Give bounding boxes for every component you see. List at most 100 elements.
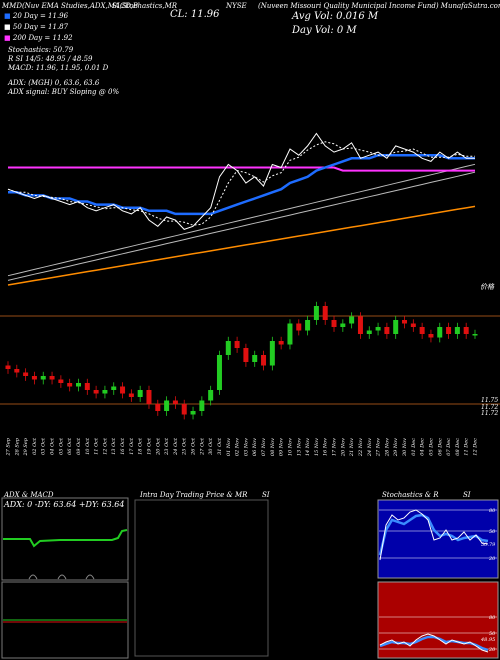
x-date-label: 07 Dec	[446, 438, 452, 456]
x-date-label: 30 Oct	[208, 437, 214, 455]
candle-body	[93, 390, 99, 394]
x-date-label: 15 Nov	[314, 438, 320, 456]
candle-body	[155, 404, 161, 411]
candle-body	[419, 327, 425, 334]
candle-body	[375, 327, 381, 331]
x-date-label: 03 Oct	[41, 437, 47, 455]
x-date-label: 01 Dec	[411, 438, 417, 456]
candle-body	[349, 316, 355, 324]
price-average-line	[7, 141, 475, 226]
stoch-level-80: 80	[489, 508, 496, 514]
adx-line	[3, 529, 128, 548]
candle-body	[58, 379, 64, 383]
x-date-label: 12 Oct	[102, 437, 108, 455]
x-date-label: 12 Dec	[473, 438, 479, 456]
x-date-label: 02 Oct	[32, 437, 38, 455]
candle-body	[199, 400, 205, 411]
price-level-2: 11.72	[481, 404, 499, 411]
x-date-label: 13 Oct	[111, 437, 117, 455]
x-date-label: 08 Dec	[455, 438, 461, 456]
stoch-readout: 50.79	[481, 542, 496, 548]
candle-body	[313, 306, 319, 320]
intraday-panel	[134, 499, 269, 657]
x-date-label: 10 Nov	[287, 438, 293, 456]
candle-body	[23, 372, 29, 376]
exchange-label: NYSE	[226, 2, 247, 10]
x-date-label: 09 Nov	[279, 438, 285, 456]
candle-body	[278, 341, 284, 345]
candle-body	[216, 355, 222, 390]
x-date-label: 06 Nov	[252, 438, 258, 456]
x-date-label: 27 Sep	[6, 437, 12, 456]
studies-label: SI,Stochastics,MR	[112, 2, 178, 10]
x-date-label: 11 Dec	[464, 438, 470, 456]
candle-body	[128, 393, 134, 397]
x-date-label: 29 Sep	[23, 437, 29, 456]
price-level-1: 11.75	[481, 397, 499, 404]
candle-body	[410, 323, 416, 327]
x-date-label: 04 Dec	[420, 438, 426, 456]
x-date-label: 24 Nov	[367, 438, 373, 457]
x-date-label: 10 Oct	[85, 437, 91, 455]
x-date-label: 24 Oct	[173, 437, 179, 456]
candle-body	[340, 323, 346, 327]
candle-body	[437, 327, 443, 338]
x-date-label: 20 Nov	[340, 438, 346, 457]
candle-body	[393, 320, 399, 334]
candle-body	[402, 320, 408, 324]
candle-body	[269, 341, 275, 366]
candle-body	[296, 323, 302, 331]
x-date-label: 02 Nov	[235, 438, 241, 456]
price-line	[7, 132, 475, 230]
adx-marker	[85, 574, 95, 580]
candle-body	[137, 390, 143, 397]
main-price-chart: 27 Sep 28 Sep 29 Sep 02 Oct 03 Oct 04 Oct 05 O…	[0, 132, 500, 457]
x-date-label: 19 Oct	[146, 437, 152, 455]
stoch-si-title: SI	[463, 491, 471, 499]
x-date-label: 17 Nov	[332, 438, 338, 456]
candle-body	[384, 327, 390, 334]
candle-body	[454, 327, 460, 334]
rsi-line	[379, 633, 489, 653]
candle-body	[102, 390, 108, 394]
x-date-label: 26 Oct	[191, 437, 197, 456]
x-date-label: 05 Dec	[428, 438, 434, 456]
candle-body	[111, 386, 117, 390]
x-date-label: 03 Nov	[243, 438, 249, 456]
candle-body	[164, 400, 170, 411]
x-date-label: 20 Oct	[155, 437, 161, 456]
candle-body	[225, 341, 231, 355]
x-date-label: 27 Nov	[376, 438, 382, 457]
candle-body	[31, 376, 37, 380]
rsi-average-line	[379, 635, 489, 652]
ema200-legend: ■ 200 Day = 11.92	[4, 34, 73, 42]
channel-upper-line	[7, 163, 476, 277]
intraday-title: Intra Day Trading Price & MR	[140, 491, 248, 499]
adx-macd-title: ADX & MACD	[4, 491, 54, 499]
candle-body	[357, 316, 363, 334]
x-date-label: 30 Nov	[402, 438, 408, 456]
rsi-text: R SI 14/5: 48.95 / 48.59	[8, 55, 93, 63]
x-date-label: 05 Oct	[58, 437, 64, 455]
ema200-line	[8, 166, 475, 172]
rsi-level-80: 80	[489, 615, 496, 621]
ema20-line	[8, 153, 475, 216]
price-level-3: 11.72	[481, 410, 499, 417]
x-date-label: 16 Nov	[323, 438, 329, 456]
x-date-label: 09 Oct	[76, 437, 82, 455]
stoch-rsi-title: Stochastics & R	[382, 491, 439, 499]
stoch-d-line	[378, 513, 489, 556]
price-axis-label: 价格	[480, 283, 494, 291]
candle-body	[463, 327, 469, 334]
x-date-label: 13 Nov	[296, 438, 302, 456]
x-date-label: 06 Oct	[67, 437, 73, 455]
candle-body	[172, 400, 178, 404]
adx-marker	[28, 574, 38, 580]
x-date-label: 01 Nov	[226, 438, 232, 456]
candle-body	[208, 390, 214, 401]
candle-body	[67, 383, 73, 387]
candle-body	[243, 348, 249, 362]
rsi-readout: 48.95	[481, 637, 496, 643]
avg-volume: Avg Vol: 0.016 M	[292, 11, 379, 22]
